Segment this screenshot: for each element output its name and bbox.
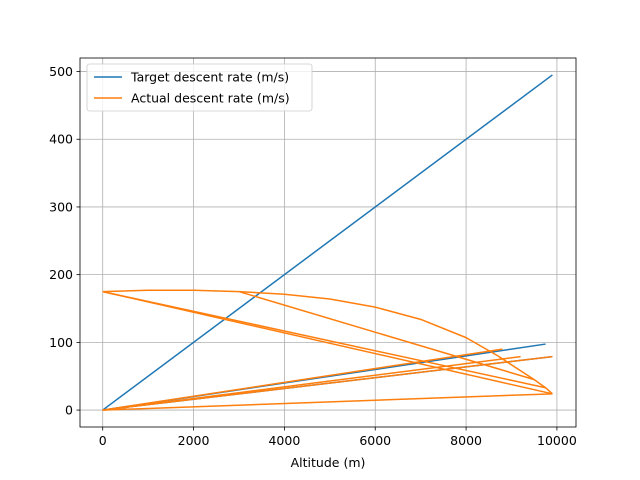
legend-label: Actual descent rate (m/s) (131, 91, 290, 106)
series-lines (102, 74, 553, 411)
x-tick-label: 0 (99, 433, 107, 448)
series-line-actual (102, 290, 553, 395)
series-line-actual (102, 348, 503, 411)
grid (80, 58, 576, 427)
x-axis-label: Altitude (m) (291, 455, 366, 470)
legend: Target descent rate (m/s) Actual descent … (86, 63, 313, 112)
y-tick-label: 300 (49, 199, 73, 214)
plot-frame (79, 57, 577, 428)
x-tick-label: 6000 (359, 433, 391, 448)
series-line-actual (102, 355, 521, 411)
series-line-actual (102, 289, 553, 395)
x-tick-label: 8000 (450, 433, 482, 448)
y-tick-label: 500 (49, 64, 73, 79)
x-tick-label: 4000 (268, 433, 300, 448)
y-tick-label: 100 (49, 335, 73, 350)
y-tick-label: 200 (49, 267, 73, 282)
legend-box (86, 63, 313, 112)
series-line-actual (102, 393, 553, 411)
x-tick-label: 2000 (178, 433, 210, 448)
y-tick-label: 400 (49, 132, 73, 147)
y-axis-ticks: 0 100 200 300 400 500 (49, 64, 80, 418)
series-line-target (102, 74, 553, 411)
legend-label: Target descent rate (m/s) (130, 70, 289, 85)
x-tick-label: 10000 (537, 433, 577, 448)
x-axis-ticks: 0 2000 4000 6000 8000 10000 (99, 427, 577, 448)
y-tick-label: 0 (65, 403, 73, 418)
